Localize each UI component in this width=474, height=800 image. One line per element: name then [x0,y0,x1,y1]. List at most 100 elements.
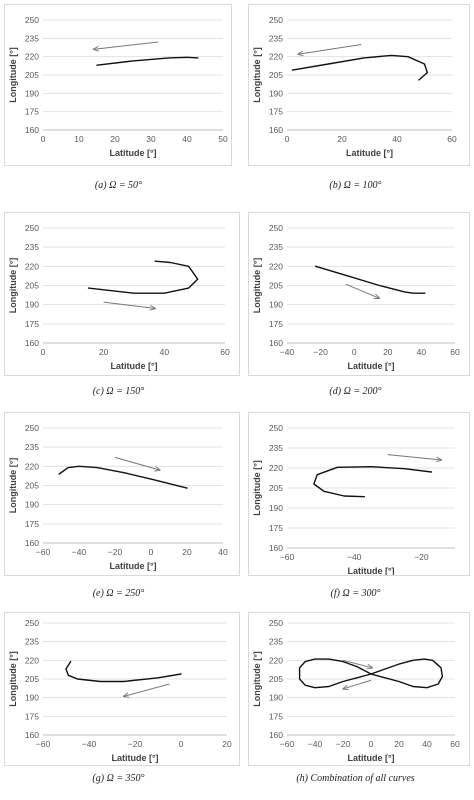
y-tick-label: 220 [269,463,283,473]
y-tick-label: 220 [25,52,39,62]
y-tick-label: 205 [269,281,283,291]
x-tick-label: 0 [41,134,46,144]
chart-panel-c: 160 175 190 205 220 235 250 0 20 40 60 Latitude [°]… [4,212,240,376]
y-tick-label: 175 [269,711,283,721]
x-tick-label: −40 [347,552,362,562]
y-tick-label: 250 [25,223,39,233]
direction-arrow [124,683,170,696]
y-tick-label: 160 [25,730,39,740]
y-tick-label: 220 [269,52,283,62]
x-tick-label: 60 [450,347,460,357]
direction-arrow [343,679,372,689]
y-tick-label: 190 [269,88,283,98]
y-tick-label: 235 [269,33,283,43]
caption-h: (h) Combination of all curves [296,773,415,784]
y-axis-title: Longitude [°] [252,460,262,516]
series-line [314,265,426,294]
chart-svg-d: 160 175 190 205 220 235 250 −40 −20 0 20 40 60 Latitu… [252,223,460,371]
direction-arrow [342,659,372,667]
x-tick-label: 40 [422,739,432,749]
x-axis-title: Latitude [°] [111,753,158,763]
x-tick-label: −40 [72,547,87,557]
chart-panel-e: 160 175 190 205 220 235 250 −60 −40 −20 0 20 40 Latit… [4,412,240,576]
y-tick-label: 190 [269,300,283,310]
chart-svg-h: 160 175 190 205 220 235 250 −60 −40 −20 0 20 40 60 Lat… [252,618,460,763]
direction-arrow [345,283,380,298]
y-tick-label: 175 [269,107,283,117]
y-tick-label: 250 [269,15,283,25]
x-tick-label: 60 [447,134,457,144]
caption-g: (g) Ω = 350° [92,773,145,784]
x-tick-label: −20 [313,347,328,357]
x-tick-label: 50 [218,134,228,144]
caption-a: (a) Ω = 50° [94,180,143,191]
y-tick-label: 235 [25,442,39,452]
y-tick-label: 235 [269,637,283,647]
x-tick-label: −20 [108,547,123,557]
x-axis-title: Latitude [°] [347,753,394,763]
x-tick-label: 20 [99,347,109,357]
chart-svg-c: 160 175 190 205 220 235 250 0 20 40 60 Latitude [°]… [8,223,230,371]
x-tick-label: 40 [218,547,228,557]
y-axis-title: Longitude [°] [252,651,262,707]
caption-b: (b) Ω = 100° [329,180,382,191]
x-tick-label: 40 [392,134,402,144]
x-tick-label: 0 [352,347,357,357]
y-tick-label: 205 [269,70,283,80]
y-tick-label: 160 [269,338,283,348]
direction-arrow [114,456,160,470]
x-tick-label: 60 [450,739,460,749]
x-tick-label: 0 [149,547,154,557]
y-axis-title: Longitude [°] [8,258,18,314]
series-line [96,56,199,66]
x-tick-label: 20 [110,134,120,144]
y-tick-label: 250 [25,618,39,628]
chart-panel-f: 160 175 190 205 220 235 250 −60 −40 −20 Latitude [… [248,412,470,576]
y-tick-label: 220 [269,655,283,665]
y-tick-label: 220 [269,261,283,271]
x-tick-label: 0 [41,347,46,357]
x-tick-label: 0 [285,134,290,144]
chart-svg-b: 160 175 190 205 220 235 250 0 20 40 60 Latitude [°]… [252,15,457,158]
series-line [87,260,199,294]
y-axis-title: Longitude [°] [8,651,18,707]
direction-arrow [387,454,442,460]
chart-panel-h: 160 175 190 205 220 235 250 −60 −40 −20 0 20 40 60 Lat… [248,612,470,766]
x-tick-label: 10 [74,134,84,144]
x-tick-label: 60 [220,347,230,357]
y-tick-label: 235 [25,242,39,252]
y-tick-label: 160 [269,125,283,135]
x-axis-title: Latitude [°] [110,361,157,371]
y-tick-label: 220 [25,655,39,665]
y-axis-title: Longitude [°] [252,47,262,103]
y-tick-label: 205 [25,481,39,491]
x-tick-label: −20 [128,739,143,749]
direction-arrow [298,43,362,54]
y-tick-label: 205 [25,281,39,291]
y-tick-label: 175 [269,523,283,533]
y-tick-label: 175 [25,519,39,529]
y-tick-label: 160 [25,125,39,135]
x-tick-label: 0 [179,739,184,749]
x-axis-title: Latitude [°] [346,148,393,158]
y-tick-label: 250 [25,15,39,25]
y-tick-label: 190 [25,300,39,310]
caption-c: (c) Ω = 150° [92,386,145,397]
y-tick-label: 205 [269,483,283,493]
y-tick-label: 250 [269,223,283,233]
x-tick-label: −60 [36,547,51,557]
y-tick-label: 175 [269,319,283,329]
y-tick-label: 220 [25,261,39,271]
x-tick-label: −60 [280,739,295,749]
y-tick-label: 190 [269,503,283,513]
series-line [58,465,188,489]
series-line [313,466,433,498]
chart-svg-a: 160 175 190 205 220 235 250 0 10 20 30 40 50 Latitude… [8,15,228,158]
y-tick-label: 160 [25,338,39,348]
y-tick-label: 235 [269,242,283,252]
x-tick-label: 20 [337,134,347,144]
x-axis-title: Latitude [°] [347,361,394,371]
x-tick-label: −60 [280,552,295,562]
y-tick-label: 250 [269,618,283,628]
direction-arrow [93,41,159,49]
